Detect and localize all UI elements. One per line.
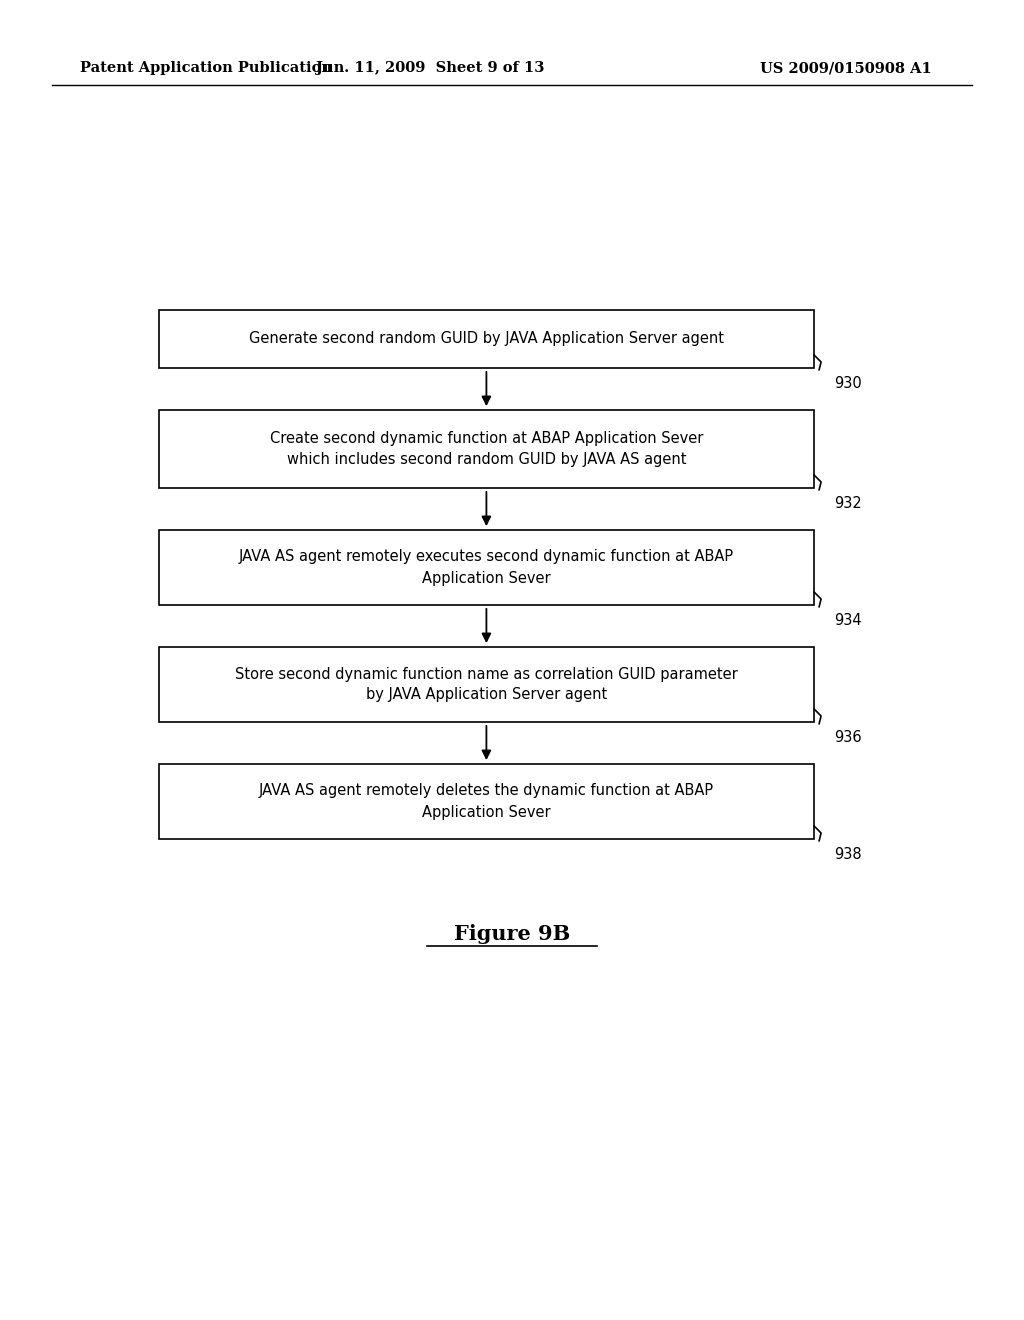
Text: Create second dynamic function at ABAP Application Sever
which includes second r: Create second dynamic function at ABAP A… bbox=[269, 432, 703, 467]
Text: Store second dynamic function name as correlation GUID parameter
by JAVA Applica: Store second dynamic function name as co… bbox=[236, 667, 737, 702]
Bar bbox=[159, 764, 814, 840]
Text: 930: 930 bbox=[835, 376, 862, 391]
Bar bbox=[159, 411, 814, 488]
Bar bbox=[159, 310, 814, 368]
Text: Patent Application Publication: Patent Application Publication bbox=[80, 61, 332, 75]
Text: 932: 932 bbox=[835, 496, 862, 511]
Bar bbox=[159, 647, 814, 722]
Text: US 2009/0150908 A1: US 2009/0150908 A1 bbox=[760, 61, 932, 75]
Text: 936: 936 bbox=[835, 730, 862, 744]
Bar bbox=[159, 531, 814, 605]
Text: Jun. 11, 2009  Sheet 9 of 13: Jun. 11, 2009 Sheet 9 of 13 bbox=[315, 61, 544, 75]
Text: JAVA AS agent remotely executes second dynamic function at ABAP
Application Seve: JAVA AS agent remotely executes second d… bbox=[239, 549, 734, 586]
Text: Figure 9B: Figure 9B bbox=[454, 924, 570, 944]
Text: 938: 938 bbox=[835, 847, 862, 862]
Text: Generate second random GUID by JAVA Application Server agent: Generate second random GUID by JAVA Appl… bbox=[249, 331, 724, 346]
Text: JAVA AS agent remotely deletes the dynamic function at ABAP
Application Sever: JAVA AS agent remotely deletes the dynam… bbox=[259, 784, 714, 820]
Text: 934: 934 bbox=[835, 612, 862, 628]
